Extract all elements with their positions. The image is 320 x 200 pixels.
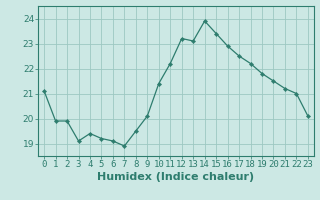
X-axis label: Humidex (Indice chaleur): Humidex (Indice chaleur) [97, 172, 255, 182]
